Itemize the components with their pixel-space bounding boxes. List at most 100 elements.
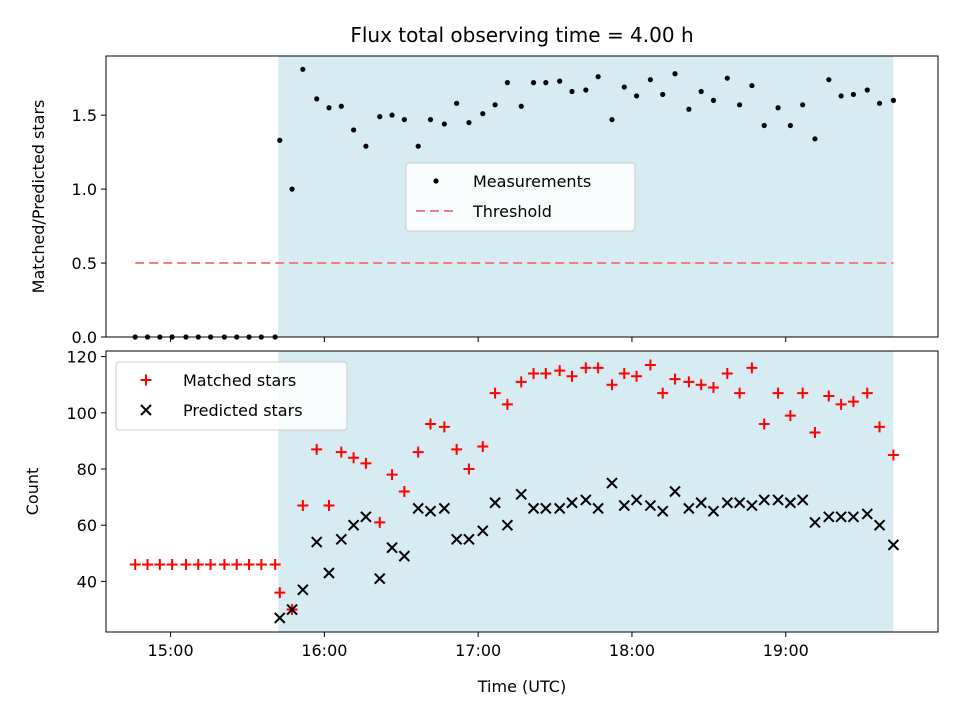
data-point	[463, 463, 475, 475]
data-point	[515, 376, 527, 388]
data-point	[733, 497, 746, 509]
data-point	[347, 519, 360, 531]
data-point	[737, 102, 743, 108]
data-point	[477, 525, 489, 537]
data-point	[274, 587, 286, 599]
data-point	[835, 511, 847, 523]
data-point	[695, 379, 707, 391]
data-point	[775, 105, 781, 111]
data-point	[669, 485, 681, 498]
data-point	[823, 390, 835, 402]
data-point	[427, 116, 434, 123]
data-point	[501, 519, 514, 531]
data-point	[707, 382, 719, 394]
data-point	[286, 603, 298, 616]
data-point	[504, 80, 510, 86]
data-point	[861, 508, 873, 520]
data-point	[255, 559, 267, 571]
x-tick-label: 16:00	[301, 641, 347, 660]
data-point	[847, 396, 859, 408]
data-point	[438, 421, 450, 433]
data-point	[205, 559, 217, 571]
ratio-panel: 0.0 0.5 1.0 1.5 Matched/Predicted stars Measu…	[29, 55, 939, 347]
data-point	[501, 398, 513, 410]
data-point	[746, 499, 758, 512]
data-point	[398, 486, 410, 497]
data-point	[809, 426, 821, 438]
data-point	[606, 379, 618, 391]
data-point	[527, 502, 540, 515]
data-point	[377, 114, 383, 120]
data-point	[835, 398, 847, 410]
legend-label: Threshold	[472, 202, 552, 221]
data-point	[672, 71, 678, 77]
data-point	[698, 88, 704, 95]
data-point	[618, 499, 630, 512]
data-point	[847, 511, 860, 523]
data-point	[480, 111, 486, 117]
data-point	[826, 77, 832, 83]
x-tick-label: 17:00	[455, 641, 501, 660]
data-point	[489, 497, 501, 509]
data-point	[363, 143, 369, 149]
x-axis-label: Time (UTC)	[477, 677, 566, 696]
count-panel: 15:00 16:00 17:00 18:00 19:00 40 60 80 100 120 Cou…	[23, 348, 939, 660]
data-point	[724, 75, 730, 81]
data-point	[566, 497, 578, 509]
data-point	[326, 105, 332, 111]
data-point	[553, 502, 566, 515]
legend-box	[405, 162, 636, 232]
legend-entry: Measurements	[433, 172, 591, 191]
data-point	[438, 502, 451, 515]
data-point	[812, 136, 818, 142]
data-point	[424, 505, 437, 517]
series-matched-stars	[129, 359, 899, 616]
data-point	[887, 449, 899, 461]
data-point	[592, 362, 604, 374]
data-point	[758, 494, 770, 506]
y-tick-label: 100	[66, 404, 97, 423]
data-point	[876, 100, 883, 106]
series-measurements	[132, 66, 897, 340]
data-point	[374, 572, 386, 585]
data-point	[657, 387, 669, 399]
data-point	[300, 66, 306, 72]
data-point	[838, 93, 844, 99]
legend-marker	[140, 374, 152, 386]
legend-box	[115, 361, 348, 431]
data-point	[606, 477, 618, 489]
data-point	[492, 102, 498, 108]
legend-label: Predicted stars	[183, 401, 303, 420]
legend-label: Measurements	[473, 172, 591, 191]
data-point	[415, 143, 421, 149]
data-point	[424, 418, 436, 430]
data-point	[528, 367, 540, 379]
data-point	[592, 502, 604, 515]
y-tick-label: 40	[77, 572, 97, 591]
data-point	[850, 91, 857, 98]
legend-entry: Threshold	[416, 202, 552, 221]
y-tick-label: 0.0	[72, 328, 97, 347]
y-tick-label: 80	[77, 460, 97, 479]
data-point	[412, 446, 424, 458]
data-point	[386, 541, 398, 554]
legend: Matched stars Predicted stars	[115, 361, 348, 431]
data-point	[644, 359, 656, 371]
data-point	[289, 186, 295, 192]
chart-title: Flux total observing time = 4.00 h	[350, 23, 693, 47]
legend-entry: Predicted stars	[140, 401, 303, 420]
data-point	[412, 502, 424, 515]
data-point	[734, 387, 746, 399]
data-point	[543, 80, 549, 86]
data-point	[787, 122, 793, 129]
x-tick-label: 19:00	[763, 641, 809, 660]
data-point	[669, 373, 681, 385]
data-point	[269, 559, 281, 571]
data-point	[277, 137, 283, 143]
data-point	[618, 367, 630, 379]
data-point	[784, 410, 796, 422]
data-point	[310, 536, 323, 548]
y-tick-label: 1.5	[72, 106, 97, 125]
data-point	[772, 387, 784, 399]
data-point	[683, 502, 695, 515]
